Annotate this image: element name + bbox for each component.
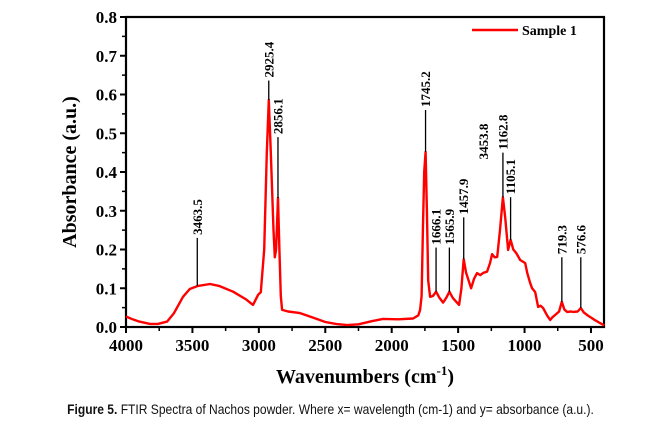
x-tick-label: 1500 xyxy=(441,336,475,355)
figure-caption: Figure 5. FTIR Spectra of Nachos powder.… xyxy=(46,401,614,417)
y-tick-label: 0.5 xyxy=(96,124,117,143)
peak-annotations: 3463.5 2925.4 2856.1 1745.2 1666.11565.91457… xyxy=(190,41,588,309)
figure-caption-label: Figure 5. xyxy=(67,401,118,417)
x-tick-label: 500 xyxy=(578,336,604,355)
peak-label: 719.3 xyxy=(554,225,569,255)
legend: Sample 1 xyxy=(472,24,577,39)
y-tick-label: 0.0 xyxy=(96,318,117,337)
ftir-chart: 0.0 0.1 0.2 0.3 0.4 0.5 0.6 0.7 0.8 4000 3500 3000 2… xyxy=(59,8,606,388)
x-axis-title-close: ) xyxy=(447,366,454,388)
y-tick-label: 0.3 xyxy=(96,202,117,221)
peak-label: 3453.8 xyxy=(476,123,491,159)
x-tick-label: 2000 xyxy=(375,336,409,355)
y-tick-label: 0.1 xyxy=(96,279,117,298)
x-tick-label: 3000 xyxy=(242,336,276,355)
series-line-sample-1 xyxy=(125,98,605,327)
figure-caption-text: FTIR Spectra of Nachos powder. Where x= … xyxy=(117,401,594,417)
legend-label-sample-1: Sample 1 xyxy=(522,24,577,39)
y-axis-title: Absorbance (a.u.) xyxy=(59,96,81,248)
x-tick-label: 1000 xyxy=(508,336,542,355)
y-tick-label: 0.4 xyxy=(96,163,118,182)
peak-label: 1666.1 xyxy=(429,209,444,245)
x-tick-label: 3500 xyxy=(175,336,209,355)
peak-label: 576.6 xyxy=(573,225,588,255)
axes: 0.0 0.1 0.2 0.3 0.4 0.5 0.6 0.7 0.8 4000 3500 3000 2… xyxy=(96,8,606,355)
x-axis-title: Wavenumbers (cm-1) xyxy=(276,363,454,388)
y-tick-label: 0.2 xyxy=(96,241,117,260)
x-tick-label: 2500 xyxy=(308,336,342,355)
series-group xyxy=(125,98,605,327)
y-tick-label: 0.7 xyxy=(96,47,118,66)
peak-label: 3463.5 xyxy=(190,199,205,235)
x-axis-title-sup: -1 xyxy=(437,363,448,378)
x-axis-title-main: Wavenumbers (cm xyxy=(276,366,437,388)
peak-label: 1457.9 xyxy=(456,178,471,214)
peak-label: 1565.9 xyxy=(442,208,457,244)
y-tick-label: 0.6 xyxy=(96,86,117,105)
peak-label: 2856.1 xyxy=(270,98,285,134)
x-tick-label: 4000 xyxy=(109,336,143,355)
peak-label: 1745.2 xyxy=(418,71,433,107)
y-tick-label: 0.8 xyxy=(96,8,117,27)
peak-label: 2925.4 xyxy=(261,41,276,77)
peak-label: 1105.1 xyxy=(503,159,518,194)
peak-label: 1162.8 xyxy=(495,114,510,150)
